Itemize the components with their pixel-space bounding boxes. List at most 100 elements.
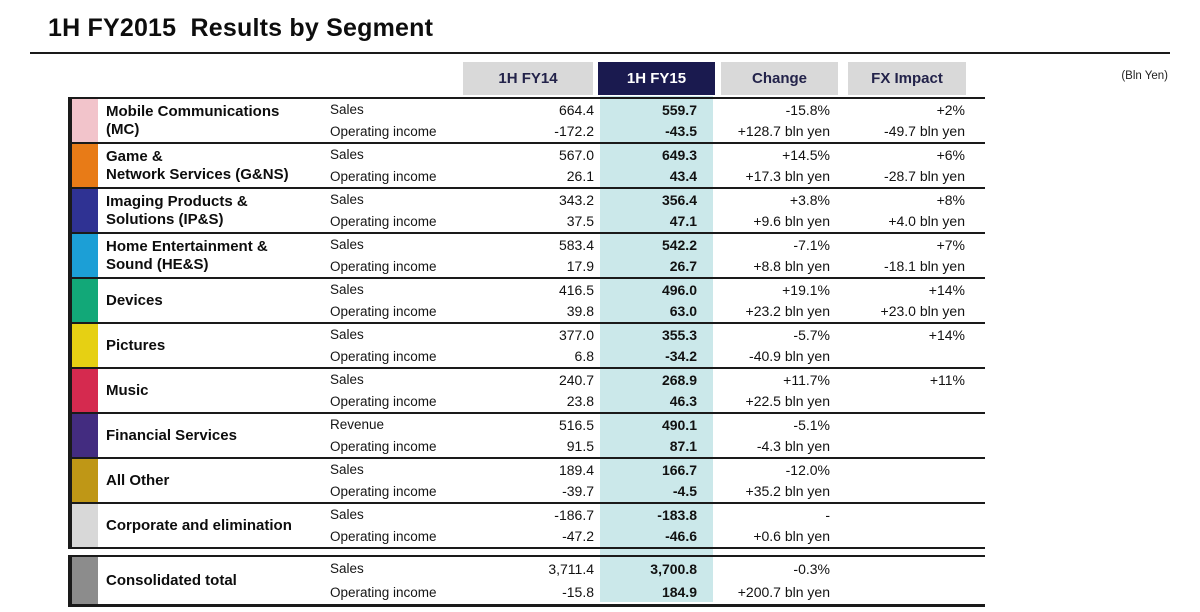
segment-name: All Other	[106, 471, 170, 489]
metric-row: Sales 416.5 496.0 +19.1% +14%	[328, 279, 985, 301]
value-change: +22.5 bln yen	[745, 393, 830, 410]
value-fy15: 166.7	[661, 461, 697, 478]
value-fy15: 184.9	[661, 584, 697, 601]
value-fy14: 37.5	[566, 213, 594, 230]
value-change: +14.5%	[782, 146, 830, 163]
segment-metric-rows: Sales 3,711.4 3,700.8 -0.3% Operating income…	[328, 557, 985, 604]
metric-label: Sales	[330, 327, 364, 343]
metric-row: Sales 240.7 268.9 +11.7% +11%	[328, 369, 985, 391]
column-header-change: Change	[721, 62, 838, 95]
segment-name: Music	[106, 381, 149, 399]
segment-table: Mobile Communications (MC) Sales 664.4 559.…	[68, 97, 985, 549]
segment-metric-rows: Sales 664.4 559.7 -15.8% +2% Operating income…	[328, 99, 985, 142]
segment-name: Mobile Communications (MC)	[106, 102, 280, 138]
column-header-fy15: 1H FY15	[598, 62, 715, 95]
value-change: +0.6 bln yen	[753, 528, 830, 545]
metric-label: Sales	[330, 192, 364, 208]
value-fy15: -34.2	[665, 348, 697, 365]
value-fy14: 416.5	[558, 281, 594, 298]
value-fy14: 567.0	[558, 146, 594, 163]
segment-name: Devices	[106, 291, 163, 309]
segment-color-chip	[72, 189, 98, 232]
metric-row: Sales 189.4 166.7 -12.0%	[328, 459, 985, 481]
segment-color-chip	[72, 144, 98, 187]
value-fy14: 23.8	[566, 393, 594, 410]
metric-row: Sales 3,711.4 3,700.8 -0.3%	[328, 557, 985, 581]
value-fx: +8%	[936, 191, 965, 208]
metric-label: Operating income	[330, 213, 437, 229]
value-change: -0.3%	[793, 560, 830, 577]
metric-label: Operating income	[330, 123, 437, 139]
segment-metric-rows: Sales 189.4 166.7 -12.0% Operating income -39…	[328, 459, 985, 502]
value-fx: +6%	[936, 146, 965, 163]
value-fx: -49.7 bln yen	[884, 123, 965, 140]
value-fy15: 356.4	[661, 191, 697, 208]
value-fy15: 46.3	[669, 393, 697, 410]
value-fy14: -172.2	[554, 123, 594, 140]
segment-row: Consolidated total Sales 3,711.4 3,700.8 -0.…	[68, 557, 985, 604]
segment-color-chip	[72, 234, 98, 277]
value-fy14: 6.8	[574, 348, 594, 365]
metric-label: Operating income	[330, 258, 437, 274]
value-fy14: 26.1	[566, 168, 594, 185]
metric-label: Sales	[330, 507, 364, 523]
metric-label: Operating income	[330, 483, 437, 499]
column-header-fx: FX Impact	[848, 62, 966, 95]
value-fy15: -46.6	[665, 528, 697, 545]
consolidated-total-table: Consolidated total Sales 3,711.4 3,700.8 -0.…	[68, 555, 985, 607]
value-fy14: 240.7	[558, 371, 594, 388]
value-fx: +11%	[929, 371, 965, 388]
column-header-fy14: 1H FY14	[463, 62, 593, 95]
segment-row: Financial Services Revenue 516.5 490.1 -5.1%…	[68, 414, 985, 459]
value-fy15: -183.8	[657, 506, 697, 523]
segment-row: Music Sales 240.7 268.9 +11.7% +11% Operating …	[68, 369, 985, 414]
metric-label: Revenue	[330, 417, 385, 433]
value-change: -5.1%	[793, 416, 830, 433]
page-title: 1H FY2015 Results by Segment	[48, 14, 434, 42]
value-fy14: 3,711.4	[548, 560, 594, 577]
value-change: -12.0%	[785, 461, 830, 478]
segment-row: Mobile Communications (MC) Sales 664.4 559.…	[68, 99, 985, 144]
segment-name: Financial Services	[106, 426, 237, 444]
value-fy15: -4.5	[672, 483, 697, 500]
metric-row: Sales 567.0 649.3 +14.5% +6%	[328, 144, 985, 166]
metric-label: Sales	[330, 372, 364, 388]
segment-color-chip	[72, 504, 98, 547]
metric-row: Sales 377.0 355.3 -5.7% +14%	[328, 324, 985, 346]
metric-row: Revenue 516.5 490.1 -5.1%	[328, 414, 985, 436]
metric-row: Operating income -39.7 -4.5 +35.2 bln yen	[328, 481, 985, 503]
value-fy15: 43.4	[669, 168, 697, 185]
results-tables: Mobile Communications (MC) Sales 664.4 559.…	[68, 97, 985, 607]
segment-row: Home Entertainment & Sound (HE&S) Sales 58…	[68, 234, 985, 279]
value-fy14: 39.8	[566, 303, 594, 320]
value-fy14: 583.4	[558, 236, 594, 253]
segment-color-chip	[72, 557, 98, 604]
segment-row: Corporate and elimination Sales -186.7 -183…	[68, 504, 985, 549]
segment-row: Imaging Products & Solutions (IP&S) Sales…	[68, 189, 985, 234]
value-fx: +23.0 bln yen	[880, 303, 965, 320]
value-change: +11.7%	[783, 371, 830, 388]
segment-name: Imaging Products & Solutions (IP&S)	[106, 192, 248, 228]
segment-name: Home Entertainment & Sound (HE&S)	[106, 237, 268, 273]
unit-note: (Bln Yen)	[1121, 70, 1168, 82]
value-fy14: 343.2	[558, 191, 594, 208]
metric-label: Sales	[330, 282, 364, 298]
segment-name: Pictures	[106, 336, 166, 354]
value-change: +3.8%	[789, 191, 830, 208]
value-fy14: -39.7	[562, 483, 594, 500]
value-fy15: -43.5	[665, 123, 697, 140]
segment-metric-rows: Revenue 516.5 490.1 -5.1% Operating income 91…	[328, 414, 985, 457]
metric-row: Operating income -15.8 184.9 +200.7 bln yen	[328, 581, 985, 605]
segment-name: Game & Network Services (G&NS)	[106, 147, 289, 183]
value-fx: +14%	[928, 281, 965, 298]
segment-row: All Other Sales 189.4 166.7 -12.0% Operating …	[68, 459, 985, 504]
value-fy15: 63.0	[669, 303, 697, 320]
value-fy15: 496.0	[661, 281, 697, 298]
metric-row: Operating income -47.2 -46.6 +0.6 bln yen	[328, 526, 985, 548]
value-change: +200.7 bln yen	[737, 584, 830, 601]
value-fy14: 377.0	[558, 326, 594, 343]
metric-label: Sales	[330, 462, 364, 478]
value-change: -7.1%	[793, 236, 830, 253]
metric-label: Operating income	[330, 303, 437, 319]
value-fy15: 26.7	[669, 258, 697, 275]
